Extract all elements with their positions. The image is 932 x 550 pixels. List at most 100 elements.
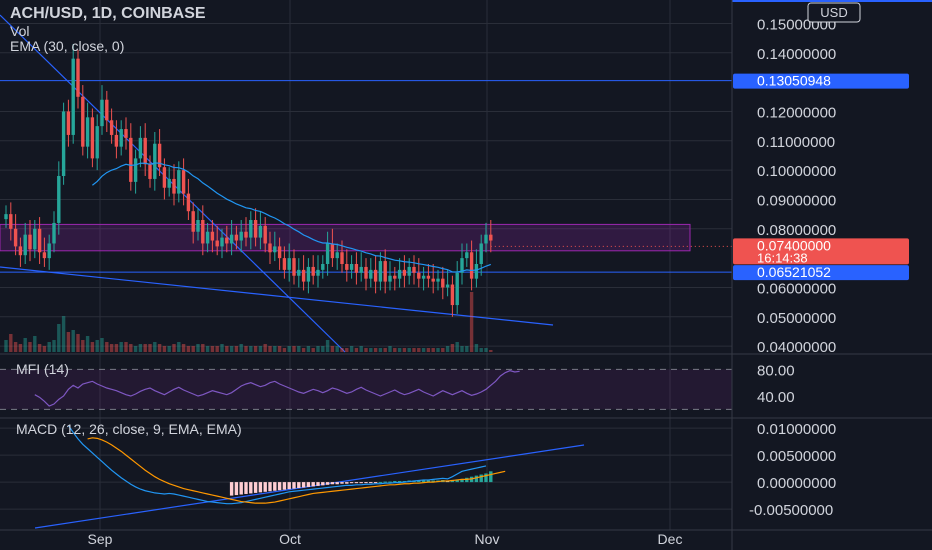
- volume-bar: [479, 348, 483, 352]
- volume-bar: [119, 342, 123, 352]
- candle-body: [71, 58, 75, 135]
- volume-bar: [335, 346, 339, 352]
- volume-bar: [383, 348, 387, 352]
- candle-body: [66, 111, 71, 135]
- volume-bar: [369, 348, 373, 352]
- volume-bar: [81, 340, 85, 352]
- volume-bar: [100, 338, 104, 352]
- volume-bar: [4, 340, 8, 352]
- currency-button[interactable]: USD: [807, 2, 861, 23]
- volume-bar: [340, 348, 344, 352]
- macd-title: MACD (12, 26, close, 9, EMA, EMA): [16, 421, 242, 437]
- macd-tick-label: -0.00500000: [749, 502, 833, 519]
- candle-body: [369, 269, 373, 279]
- volume-bar: [450, 344, 455, 352]
- price-tick-label: 0.09000000: [757, 192, 836, 209]
- volume-bar: [273, 346, 277, 352]
- price-tick-label: 0.05000000: [757, 310, 836, 327]
- trendline-support: [0, 266, 554, 326]
- candle-body: [105, 99, 109, 121]
- volume-bar: [239, 344, 243, 352]
- macd-histogram-bar: [292, 482, 296, 489]
- candle-body: [172, 178, 176, 194]
- macd-histogram-bar: [263, 482, 267, 492]
- macd-histogram-bar: [340, 482, 344, 484]
- candle-body: [316, 269, 320, 276]
- price-tick-label: 0.08000000: [757, 222, 836, 239]
- volume-label: Vol: [10, 23, 29, 39]
- candle-body: [138, 137, 143, 159]
- macd-histogram-bar: [417, 480, 421, 483]
- candle-body: [229, 234, 234, 244]
- volume-bar: [191, 346, 195, 352]
- macd-histogram-bar: [325, 482, 330, 485]
- candle-body: [359, 266, 363, 273]
- candle-body: [95, 126, 99, 159]
- candle-body: [47, 243, 51, 259]
- macd-histogram-bar: [373, 482, 378, 484]
- volume-bar: [306, 346, 311, 352]
- macd-histogram-bar: [253, 482, 258, 493]
- macd-histogram-bar: [316, 482, 320, 486]
- price-tick-label: 0.04000000: [757, 339, 836, 356]
- ema-line-group: [92, 162, 491, 273]
- volume-bar: [28, 342, 32, 352]
- volume-bar: [388, 346, 392, 352]
- macd-histogram-bar: [364, 482, 368, 484]
- macd-histogram-bar: [426, 480, 431, 483]
- volume-bar: [47, 342, 51, 352]
- candle-body: [431, 278, 435, 282]
- candle-body: [489, 234, 493, 241]
- candle-body: [460, 258, 464, 273]
- candle-body: [417, 272, 421, 279]
- candle-body: [277, 246, 282, 259]
- volume-bar: [153, 342, 157, 352]
- currency-button-frame[interactable]: [807, 2, 861, 23]
- candle-body: [162, 167, 167, 188]
- volume-bar: [143, 344, 147, 352]
- candle-body: [378, 261, 383, 282]
- time-tick-label: Nov: [475, 531, 500, 547]
- macd-tick-label: 0.00500000: [757, 448, 836, 465]
- volume-bar: [445, 346, 450, 352]
- candle-body: [474, 264, 479, 279]
- macd-histogram-bar: [455, 479, 459, 483]
- macd-signal-line: [87, 437, 506, 504]
- volume-bar: [402, 348, 407, 352]
- mfi-title: MFI (14): [16, 361, 69, 377]
- candle-body: [297, 269, 301, 276]
- price-axis[interactable]: 0.150000000.140000000.120000000.11000000…: [733, 16, 909, 519]
- volume-bar: [431, 348, 435, 352]
- macd-histogram-bar: [282, 482, 287, 490]
- volume-bar: [234, 346, 239, 352]
- candle-body: [258, 225, 263, 238]
- candle-body: [349, 264, 354, 270]
- price-tick-label: 0.06000000: [757, 280, 836, 297]
- volume-bar: [373, 348, 378, 352]
- candle-body: [28, 234, 32, 250]
- macd-histogram-bar: [349, 482, 354, 484]
- time-axis[interactable]: Sep Oct Nov Dec: [88, 531, 683, 547]
- volume-bar: [441, 348, 445, 352]
- candle-body: [469, 252, 474, 279]
- volume-bar: [349, 346, 354, 352]
- macd-histogram-bar: [489, 471, 493, 483]
- macd-histogram-bar: [239, 482, 243, 495]
- mfi-tick-label: 40.00: [757, 389, 795, 406]
- volume-bar: [129, 344, 133, 352]
- currency-button-label[interactable]: USD: [820, 5, 847, 20]
- candle-body: [282, 258, 287, 270]
- candle-body: [186, 193, 191, 212]
- macd-histogram-bar: [273, 482, 277, 491]
- candle-body: [18, 246, 23, 256]
- volume-bar: [215, 346, 219, 352]
- candle-body: [85, 117, 90, 147]
- macd-histogram-bar: [234, 482, 239, 496]
- candle-body: [287, 258, 291, 270]
- macd-histogram-bar: [301, 482, 306, 488]
- candle-body: [479, 243, 483, 264]
- candle-body: [373, 269, 378, 282]
- volume-bar: [263, 344, 267, 352]
- candle-body: [4, 214, 8, 220]
